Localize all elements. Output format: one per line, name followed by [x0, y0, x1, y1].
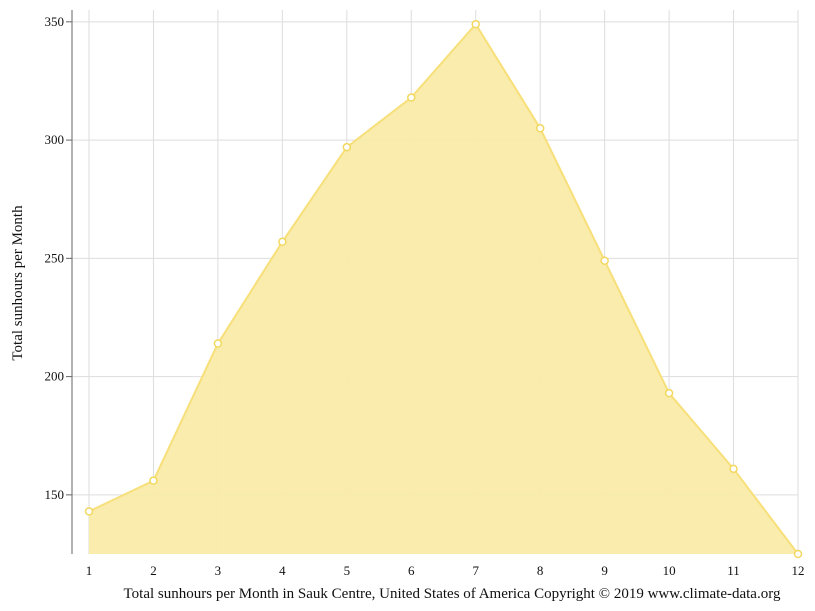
sunhours-area-line [88, 22, 799, 555]
y-tick-label: 300 [45, 132, 65, 147]
axes [66, 10, 73, 554]
y-tick-label: 200 [45, 369, 65, 384]
x-tick-label: 5 [344, 563, 351, 578]
data-point [535, 124, 545, 133]
y-tick-label: 350 [45, 14, 65, 29]
x-tick-label: 12 [792, 563, 805, 578]
data-point [149, 476, 158, 485]
x-tick-label: 2 [150, 563, 157, 578]
x-tick-label: 11 [727, 563, 740, 578]
data-point [664, 388, 674, 398]
x-tick-label: 1 [86, 563, 93, 578]
y-tick-label: 250 [45, 250, 65, 265]
data-point [342, 142, 352, 152]
y-tick-label: 150 [45, 487, 65, 502]
data-point [793, 549, 803, 559]
x-tick-label: 4 [279, 563, 286, 578]
data-point [729, 464, 738, 474]
x-tick-label: 6 [408, 563, 415, 578]
data-points [84, 19, 803, 559]
x-tick-label: 9 [601, 563, 608, 578]
y-axis-title: Total sunhours per Month [10, 205, 26, 361]
x-tick-label: 8 [537, 563, 544, 578]
sunhours-area-fill [89, 24, 798, 555]
data-point [600, 256, 609, 265]
x-tick-label: 10 [663, 563, 676, 578]
data-point [471, 19, 480, 29]
area-series [88, 22, 799, 555]
data-point [213, 339, 223, 348]
x-tick-label: 3 [215, 563, 222, 578]
data-point [407, 93, 416, 102]
x-axis-title: Total sunhours per Month in Sauk Centre,… [124, 586, 781, 602]
data-point [84, 507, 94, 516]
x-tick-label: 7 [472, 563, 479, 578]
data-point [278, 237, 287, 247]
